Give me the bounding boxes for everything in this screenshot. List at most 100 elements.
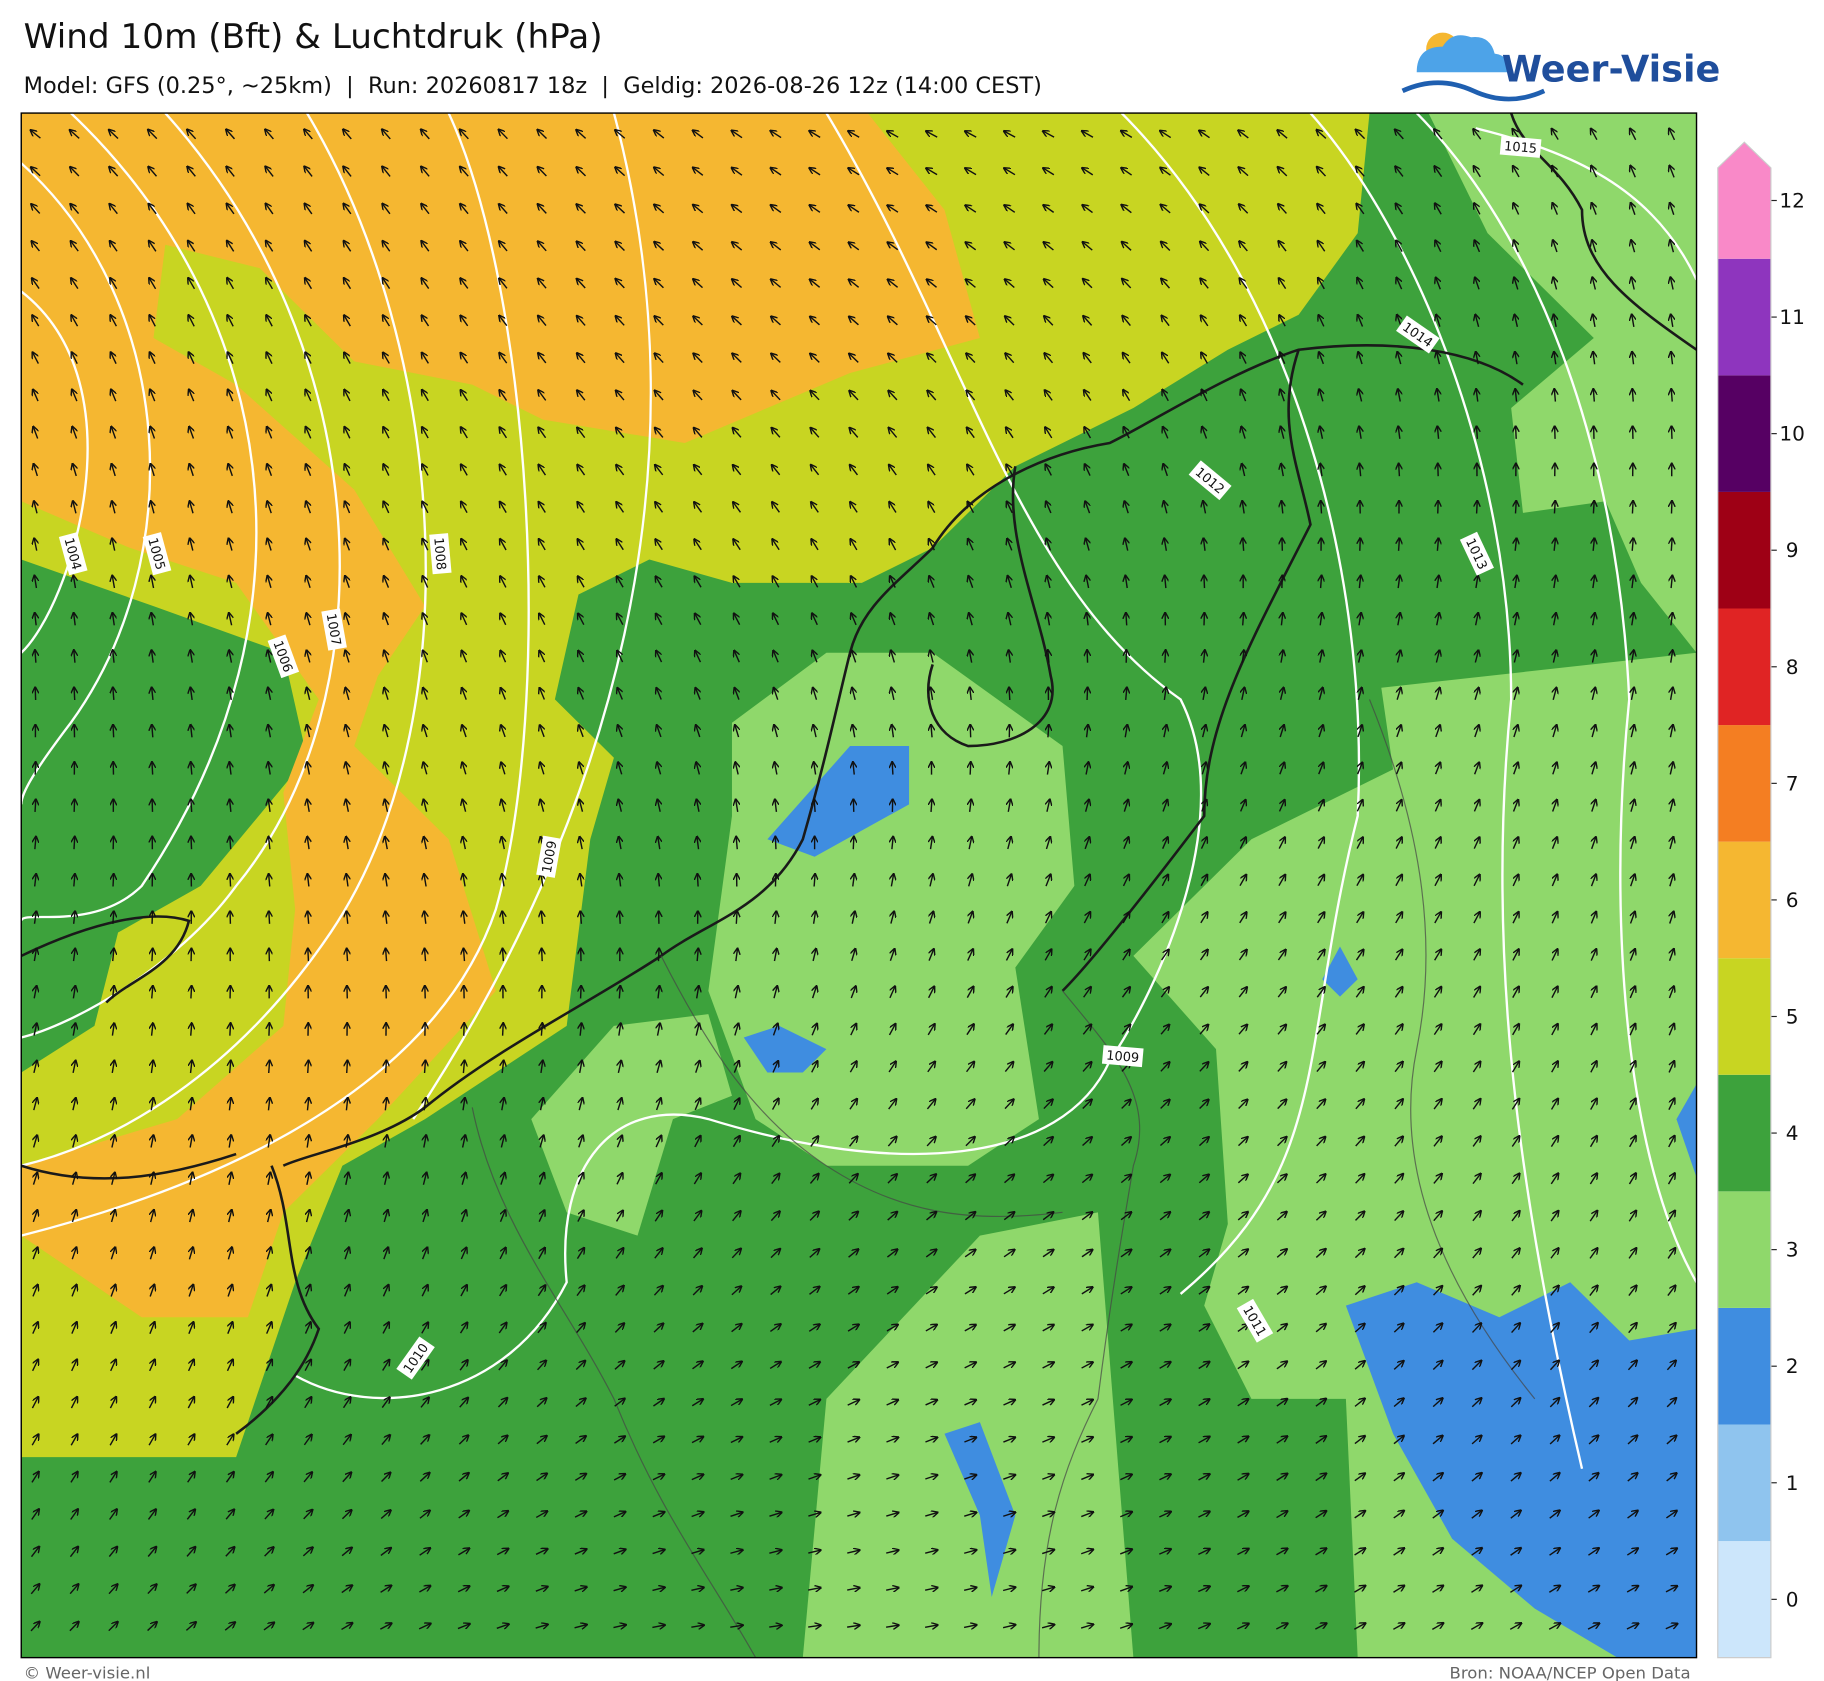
- wind-arrow: [1125, 575, 1127, 589]
- wind-arrow: [308, 948, 309, 962]
- wind-arrow: [1356, 129, 1366, 140]
- wind-arrow: [541, 1023, 542, 1036]
- wind-arrow: [695, 613, 702, 625]
- wind-arrow: [619, 986, 620, 999]
- wind-arrow: [849, 353, 859, 363]
- wind-arrow: [422, 501, 429, 514]
- wind-arrow: [384, 650, 388, 663]
- wind-arrow: [1281, 650, 1283, 663]
- wind-arrow: [382, 129, 391, 140]
- wind-arrow: [1593, 575, 1595, 589]
- wind-arrow: [1242, 501, 1244, 514]
- wind-arrow: [1004, 205, 1016, 213]
- wind-arrow: [887, 205, 899, 213]
- wind-arrow: [462, 688, 467, 700]
- wind-arrow: [576, 167, 587, 177]
- wind-arrow: [499, 353, 508, 364]
- wind-arrow: [150, 426, 154, 439]
- wind-arrow: [1281, 501, 1282, 514]
- wind-arrow: [305, 241, 313, 252]
- wind-arrow: [577, 279, 586, 289]
- wind-arrow: [928, 502, 936, 513]
- wind-arrow: [268, 613, 271, 626]
- wind-arrow: [1048, 650, 1049, 663]
- wind-arrow: [694, 576, 702, 588]
- colorbar-segment: [1717, 608, 1771, 726]
- wind-arrow: [113, 687, 114, 701]
- wind-arrow: [577, 390, 586, 401]
- wind-arrow: [35, 613, 36, 626]
- wind-arrow: [230, 874, 231, 887]
- wind-arrow: [1240, 315, 1248, 327]
- wind-arrow: [500, 502, 507, 513]
- wind-arrow: [1593, 314, 1595, 328]
- wind-arrow: [1202, 426, 1206, 439]
- wind-arrow: [152, 725, 153, 738]
- wind-arrow: [421, 166, 430, 177]
- wind-arrow: [1004, 131, 1016, 138]
- wind-arrow: [32, 315, 40, 327]
- wind-arrow: [149, 315, 156, 327]
- wind-arrow: [1514, 762, 1518, 775]
- wind-arrow: [307, 687, 310, 700]
- wind-arrow: [112, 575, 114, 589]
- wind-arrow: [1592, 799, 1596, 812]
- wind-arrow: [1554, 501, 1555, 514]
- wind-arrow: [34, 464, 38, 477]
- wind-arrow: [770, 205, 782, 214]
- wind-arrow: [810, 428, 820, 438]
- wind-arrow: [1514, 687, 1518, 700]
- wind-arrow: [190, 650, 192, 663]
- wind-arrow: [422, 464, 429, 476]
- wind-arrow: [1396, 277, 1403, 290]
- wind-arrow: [732, 390, 742, 401]
- wind-arrow: [927, 353, 937, 363]
- colorbar-segment: [1717, 725, 1771, 842]
- wind-arrow: [1435, 203, 1442, 215]
- wind-arrow: [1553, 762, 1557, 775]
- wind-arrow: [1436, 687, 1440, 700]
- wind-arrow: [111, 352, 117, 364]
- wind-arrow: [1046, 501, 1051, 514]
- wind-arrow: [35, 836, 36, 850]
- wind-arrow: [616, 427, 625, 438]
- wind-arrow: [460, 241, 469, 252]
- wind-arrow: [1513, 166, 1520, 178]
- wind-arrow: [1009, 650, 1011, 663]
- wind-arrow: [927, 390, 937, 401]
- wind-arrow: [1124, 464, 1129, 476]
- wind-arrow: [265, 203, 274, 215]
- wind-arrow: [1515, 501, 1516, 514]
- colorbar-tick-label: 11: [1779, 305, 1805, 329]
- wind-arrow: [965, 205, 977, 213]
- wind-arrow: [1201, 352, 1209, 364]
- colorbar-tick-label: 9: [1786, 538, 1799, 562]
- wind-arrow: [1121, 131, 1133, 138]
- wind-arrow: [1476, 352, 1478, 365]
- wind-arrow: [226, 203, 235, 215]
- wind-arrow: [577, 427, 586, 439]
- wind-arrow: [1161, 278, 1171, 289]
- wind-arrow: [969, 650, 971, 663]
- wind-arrow: [1396, 240, 1403, 252]
- wind-arrow: [460, 204, 469, 215]
- wind-arrow: [1476, 389, 1478, 402]
- wind-arrow: [1084, 427, 1092, 439]
- wind-arrow: [1515, 613, 1518, 626]
- wind-arrow: [1397, 687, 1401, 700]
- wind-arrow: [1593, 538, 1594, 551]
- wind-arrow: [1435, 240, 1442, 253]
- wind-arrow: [1670, 203, 1674, 215]
- wind-arrow: [887, 242, 899, 251]
- wind-arrow: [1475, 314, 1478, 327]
- wind-arrow: [1280, 352, 1286, 365]
- wind-arrow: [929, 613, 933, 626]
- colorbar-segment: [1717, 1307, 1771, 1425]
- wind-arrow: [191, 762, 192, 775]
- wind-arrow: [267, 538, 271, 551]
- wind-arrow: [930, 650, 933, 663]
- wind-arrow: [499, 427, 508, 439]
- wind-arrow: [501, 799, 504, 812]
- wind-arrow: [1043, 242, 1054, 251]
- wind-arrow: [189, 426, 193, 439]
